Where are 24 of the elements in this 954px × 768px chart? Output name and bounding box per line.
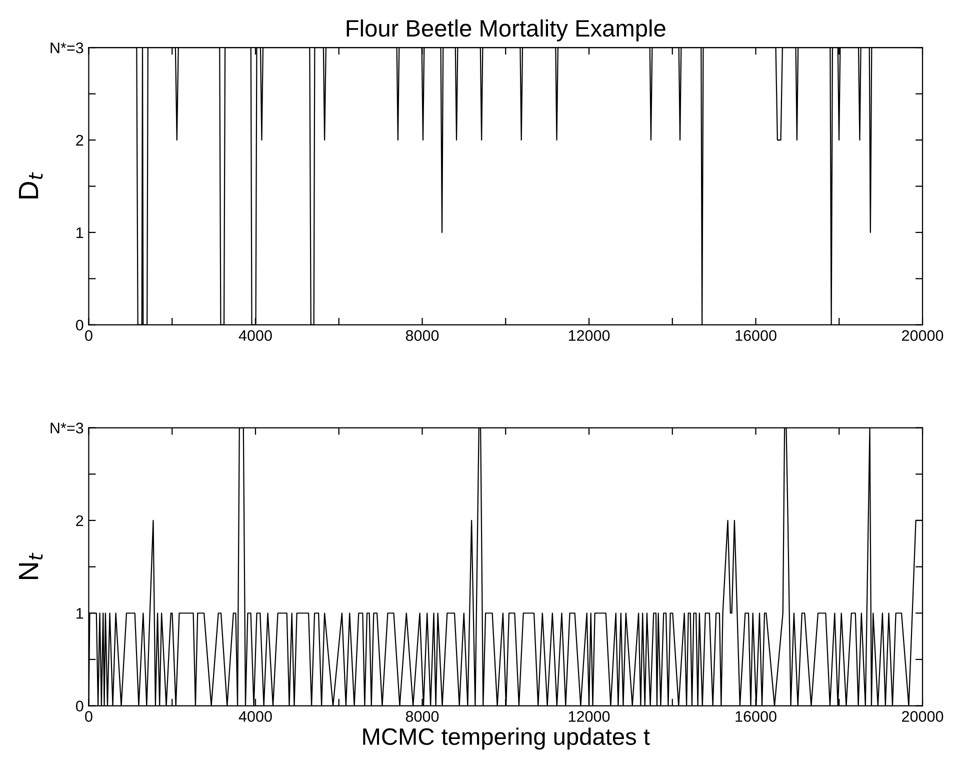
- x-tick-label: 20000: [902, 711, 944, 722]
- x-tick-label: 16000: [736, 330, 776, 341]
- x-tick-label: 12000: [568, 711, 610, 722]
- y-tick-label: 2: [76, 515, 84, 526]
- x-tick-label: 0: [85, 330, 92, 341]
- x-tick-label: 16000: [736, 711, 776, 722]
- y-tick-label: 1: [76, 227, 84, 238]
- y-tick-label: N*=3: [50, 42, 84, 54]
- y-tick-label: 1: [76, 608, 84, 619]
- x-axis-title: MCMC tempering updates t: [363, 728, 650, 750]
- x-tick-label: 8000: [406, 330, 439, 341]
- chart-title: Flour Beetle Mortality Example: [346, 19, 666, 42]
- y-tick-label: 2: [76, 134, 84, 146]
- x-tick-label: 12000: [568, 330, 610, 341]
- x-tick-label: 4000: [238, 330, 272, 341]
- y-tick-label: 0: [76, 320, 84, 331]
- x-tick-label: 4000: [238, 711, 272, 722]
- x-tick-label: 0: [85, 711, 92, 722]
- y-tick-label: 0: [76, 700, 84, 712]
- y-axis-title: D$_{t}$: [18, 172, 43, 198]
- x-tick-label: 20000: [902, 330, 944, 341]
- x-tick-label: 8000: [406, 711, 439, 722]
- y-tick-label: N*=3: [50, 422, 84, 434]
- y-axis-title: N$_{t}$: [18, 552, 43, 579]
